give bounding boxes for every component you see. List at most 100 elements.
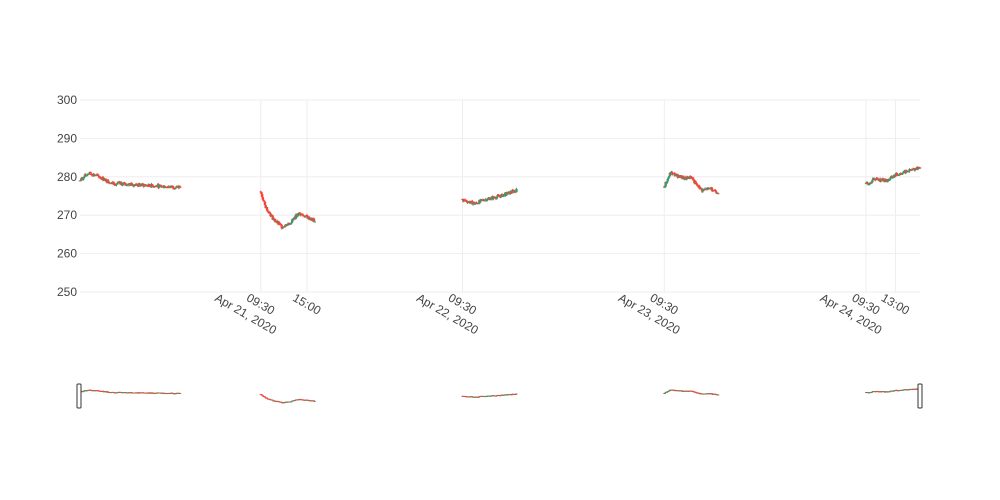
slider-candle — [280, 401, 283, 403]
candle-body — [162, 185, 165, 188]
slider-candle — [263, 396, 266, 398]
candle-body — [888, 179, 892, 181]
candle-body — [115, 183, 119, 185]
candle-body — [510, 192, 513, 194]
y-axis: 250 260 270 280 290 300 — [57, 93, 77, 299]
candle-body — [716, 192, 719, 194]
candle-body — [714, 191, 718, 193]
candle-body — [866, 182, 869, 184]
slider-candle — [870, 391, 873, 393]
candle-body — [135, 183, 138, 185]
candle-body — [876, 177, 879, 179]
candle-body — [478, 200, 481, 204]
candle-body — [908, 169, 912, 171]
candle-body — [479, 199, 482, 202]
candle-body — [665, 181, 669, 183]
candle-body — [81, 179, 85, 181]
candle-body — [471, 200, 474, 205]
candle-body — [667, 177, 670, 179]
candle-body — [146, 185, 150, 187]
candle-body — [136, 185, 140, 187]
slider-candle — [261, 395, 264, 397]
candle-body — [168, 187, 171, 189]
candle-body — [284, 225, 287, 227]
candle-body — [910, 169, 913, 171]
candle-body — [89, 171, 92, 174]
candle-body — [464, 199, 467, 201]
candle-body — [121, 183, 124, 186]
candle-body — [166, 187, 169, 189]
candle-body — [271, 215, 274, 220]
x-tick-label: 15:00 — [290, 291, 323, 318]
candle-body — [698, 185, 701, 189]
candle-body — [260, 191, 263, 194]
candle-body — [283, 226, 286, 228]
candle-body — [711, 190, 714, 192]
candle-body — [902, 171, 906, 173]
candle-body — [173, 188, 176, 190]
slider-candle — [477, 396, 480, 398]
candle-body — [141, 183, 145, 185]
candle-body — [685, 176, 688, 180]
candle-body — [164, 186, 167, 188]
candle-body — [664, 181, 667, 187]
slider-candle — [907, 389, 910, 391]
candle-body — [898, 174, 901, 176]
candle-body — [274, 221, 278, 223]
candle-body — [876, 178, 880, 180]
candle-body — [710, 187, 714, 191]
candle-body — [887, 179, 891, 181]
range-slider-left-handle[interactable] — [76, 383, 82, 409]
candle-body — [918, 167, 922, 169]
slider-candle — [137, 392, 140, 394]
candle-body — [489, 199, 492, 201]
candle-body — [899, 173, 903, 175]
candle-body — [868, 183, 871, 185]
candle-body — [901, 172, 905, 174]
candle-body — [125, 184, 129, 186]
slider-candle — [179, 392, 182, 394]
candle-body — [178, 186, 182, 188]
candle-body — [870, 182, 873, 184]
candle-body — [87, 173, 91, 175]
candle-body — [674, 175, 677, 177]
candle-body — [295, 214, 299, 218]
y-tick-label: 290 — [57, 131, 77, 145]
candle-body — [483, 200, 487, 202]
candle-series[interactable] — [78, 166, 922, 230]
candle-body — [494, 198, 498, 200]
candle-body — [892, 176, 895, 178]
candle-body — [263, 200, 266, 202]
candle-body — [304, 216, 307, 218]
candle-body — [696, 184, 699, 186]
candle-body — [130, 183, 134, 186]
svg-text:13:00: 13:00 — [879, 291, 912, 318]
candle-body — [683, 177, 686, 180]
candle-body — [110, 182, 113, 184]
candle-body — [268, 211, 272, 214]
slider-candle — [294, 400, 297, 402]
candle-body — [897, 175, 900, 177]
candle-body — [128, 183, 131, 185]
candle-body — [668, 173, 672, 177]
candle-body — [281, 227, 284, 229]
candle-body — [883, 181, 887, 183]
range-slider[interactable] — [76, 383, 923, 409]
candle-body — [501, 194, 505, 197]
slider-candle — [666, 391, 669, 393]
candle-body — [469, 202, 472, 204]
candle-body — [297, 214, 300, 216]
candle-body — [137, 183, 141, 186]
range-slider-right-handle[interactable] — [917, 383, 923, 409]
candle-body — [157, 184, 161, 188]
candle-body — [279, 223, 282, 225]
candle-body — [305, 215, 309, 217]
candle-body — [97, 175, 101, 178]
candle-body — [151, 185, 155, 187]
slider-candle — [104, 391, 107, 393]
candle-body — [125, 183, 128, 186]
candle-body — [890, 176, 894, 178]
candle-body — [291, 219, 294, 223]
